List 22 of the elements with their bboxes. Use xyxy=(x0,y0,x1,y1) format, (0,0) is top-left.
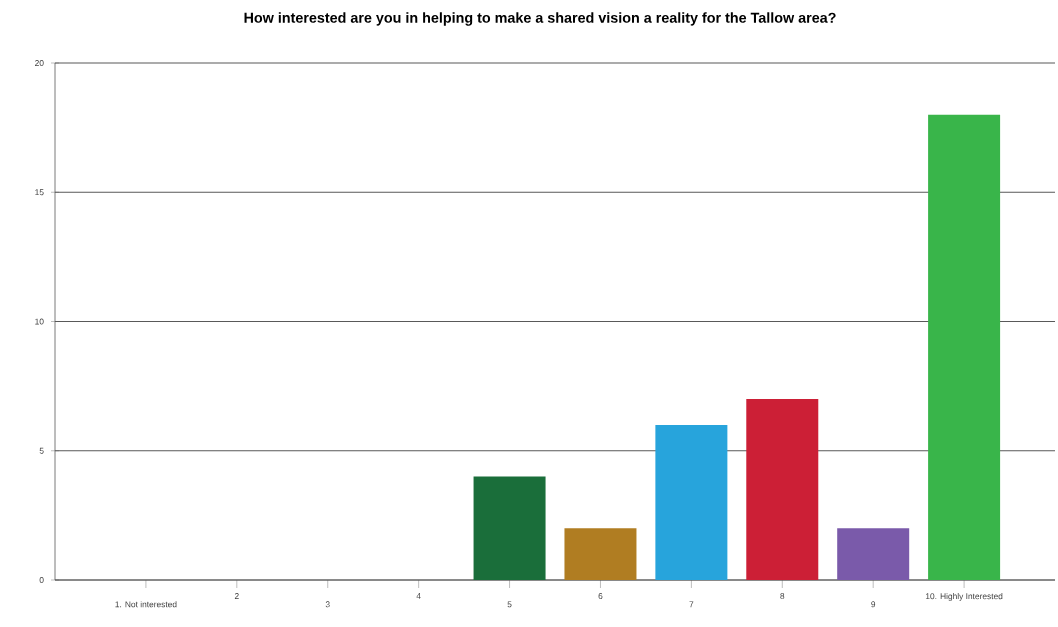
y-tick-label: 15 xyxy=(35,189,44,196)
x-tick-label: 5 xyxy=(507,601,512,608)
x-tick-label: 10. Highly Interested xyxy=(925,593,1003,601)
bar xyxy=(473,476,546,580)
chart-title: How interested are you in helping to make a shared vision a reality for the Tallow area? xyxy=(244,12,836,26)
x-tick-label: 4 xyxy=(416,593,421,599)
bar xyxy=(928,114,1001,580)
bar xyxy=(655,424,728,580)
y-tick-label: 10 xyxy=(35,318,44,325)
x-tick-label: 6 xyxy=(598,593,603,599)
x-tick-label: 3 xyxy=(325,601,330,608)
x-tick-label: 2 xyxy=(234,593,239,599)
x-tick-label: 1. Not interested xyxy=(115,601,177,608)
x-tick-label: 7 xyxy=(689,601,694,608)
y-tick-label: 5 xyxy=(39,447,44,454)
x-tick-label: 8 xyxy=(780,593,785,599)
x-tick-label: 9 xyxy=(871,601,876,608)
bar xyxy=(837,528,910,580)
y-tick-label: 0 xyxy=(39,577,44,583)
y-tick-label: 20 xyxy=(35,60,44,66)
bar xyxy=(746,399,819,580)
bar xyxy=(564,528,637,580)
